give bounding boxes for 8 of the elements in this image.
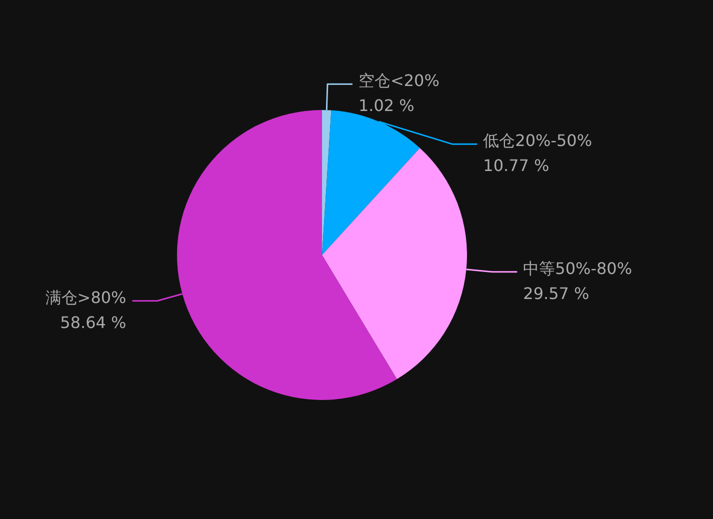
data-label: 10.77 %	[483, 156, 550, 176]
slice-label: 满仓>80%	[45, 288, 126, 307]
slice-label: 中等50%-80%	[523, 258, 632, 278]
slice-label: 空仓<20%	[358, 71, 440, 90]
data-label: 1.02 %	[358, 96, 414, 116]
slice-label: 低仓20%-50%	[483, 131, 592, 150]
data-label: 29.57 %	[523, 284, 590, 303]
data-label: 58.64 %	[60, 312, 126, 332]
